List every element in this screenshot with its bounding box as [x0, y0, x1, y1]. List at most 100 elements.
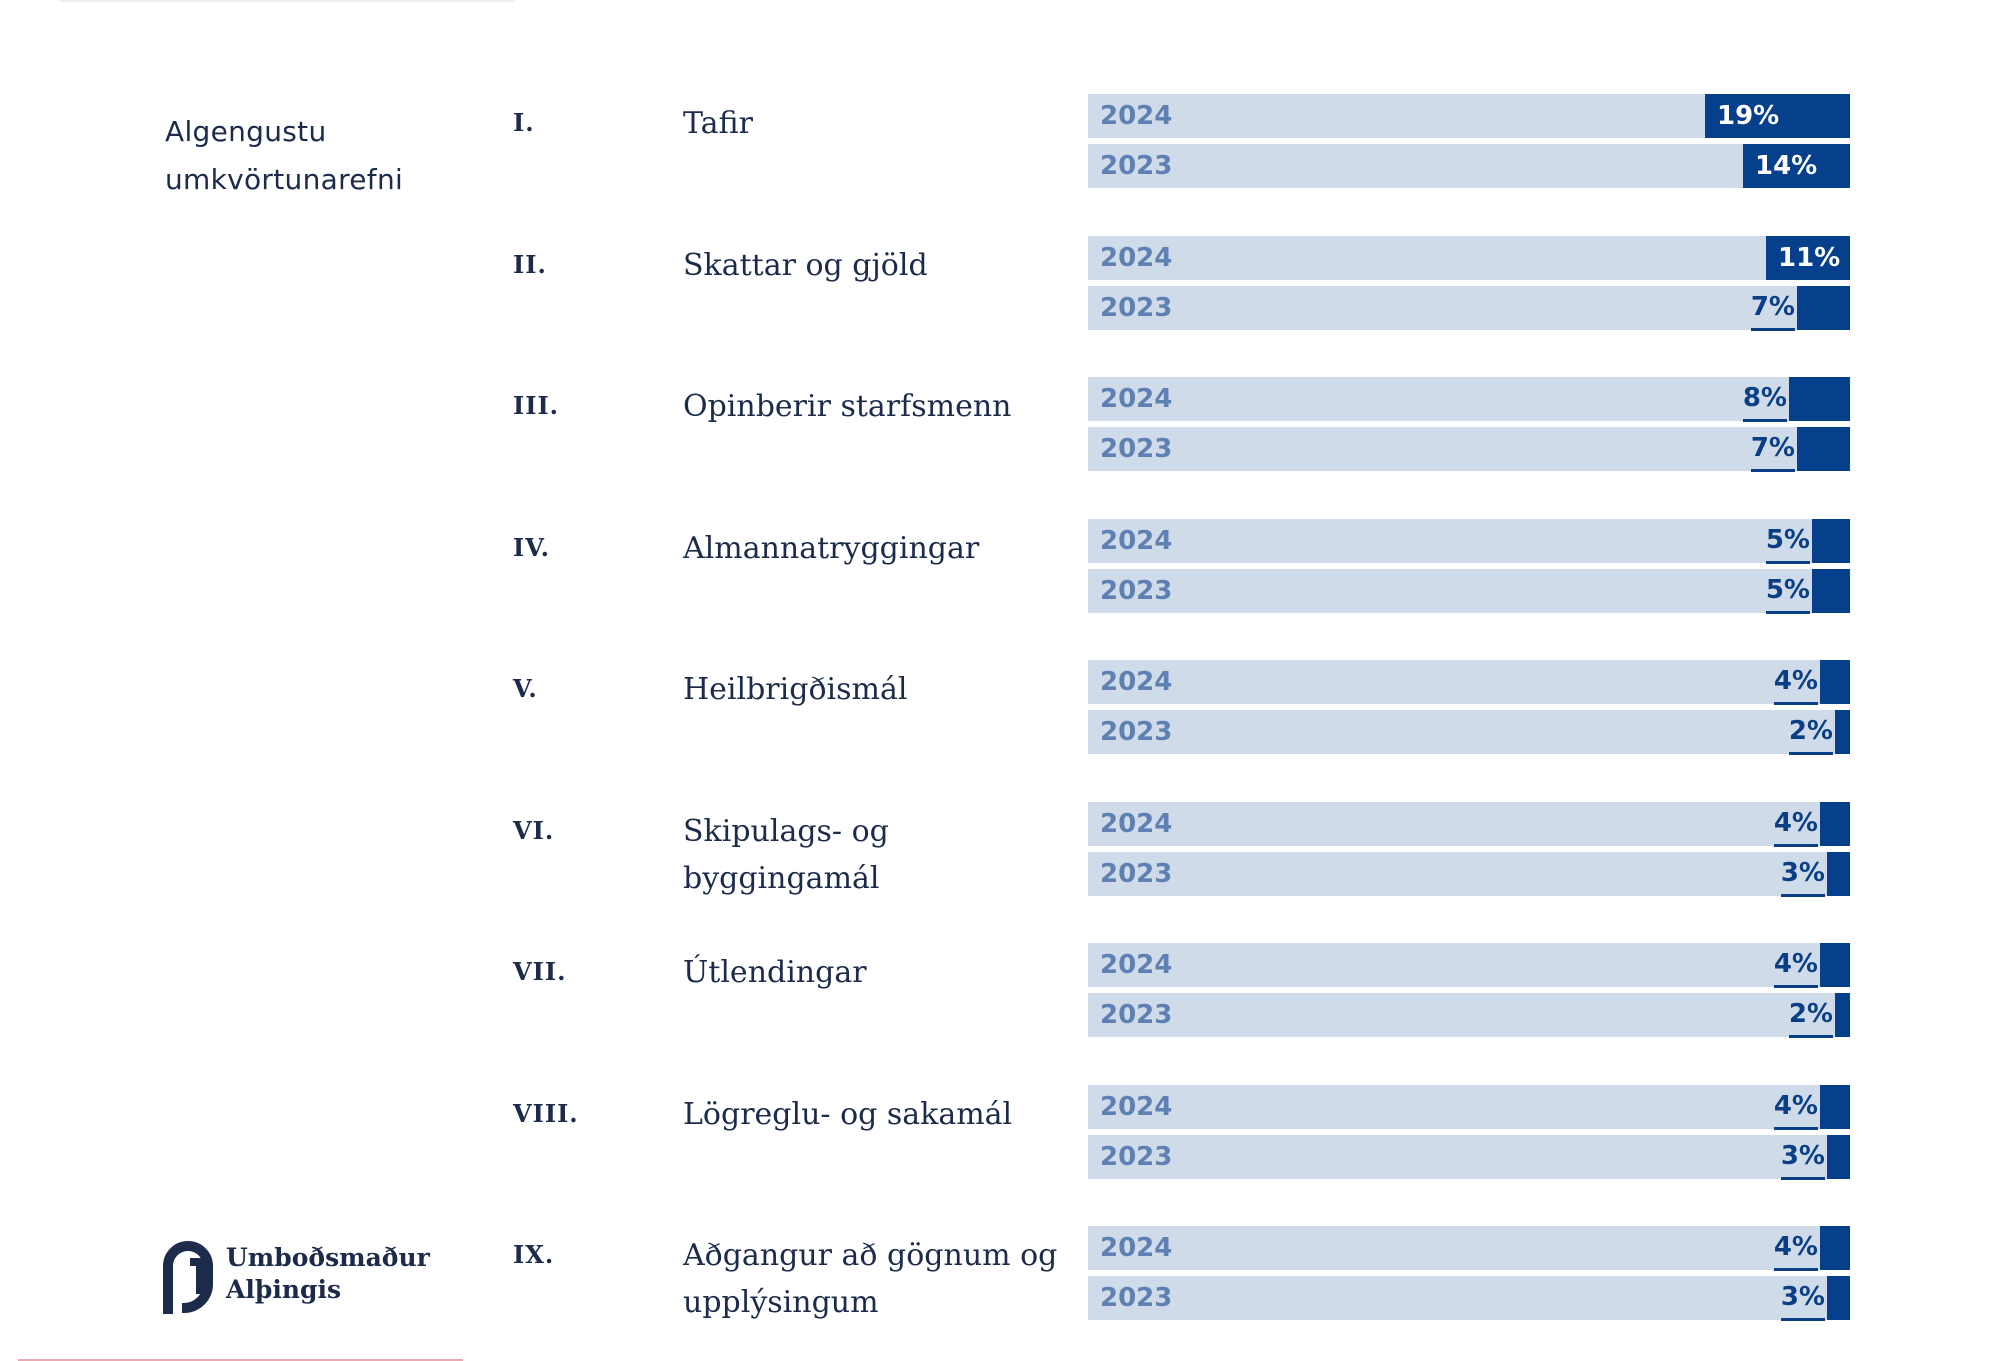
- value-label: 7%: [1750, 286, 1795, 331]
- bar-fill: [1835, 710, 1850, 754]
- bar-track: 2024 4%: [1088, 801, 1850, 847]
- bar-track: 2024 5%: [1088, 518, 1850, 564]
- year-label: 2024: [1100, 384, 1173, 414]
- category-row: IX. Aðgangur að gögnum og upplýsingum 2024…: [0, 1226, 2000, 1322]
- category-numeral: IX.: [513, 1240, 555, 1269]
- bar-fill: [1820, 1226, 1850, 1270]
- year-label: 2024: [1100, 1091, 1173, 1122]
- category-numeral: VI.: [513, 815, 555, 845]
- year-label: 2023: [1100, 717, 1173, 747]
- year-label: 2023: [1100, 292, 1173, 323]
- value-label: 14%: [1755, 151, 1818, 181]
- category-row: V. Heilbrigðismál 2024 4% 2023 2%: [0, 660, 2000, 756]
- bar-fill: [1820, 1084, 1850, 1129]
- value-label: 7%: [1750, 427, 1795, 472]
- bar-fill: [1766, 235, 1850, 280]
- year-label: 2024: [1100, 950, 1173, 980]
- category-row: II. Skattar og gjöld 2024 11% 2023 7%: [0, 235, 2000, 332]
- category-label: Tafir: [683, 106, 753, 141]
- bar-fill: [1705, 94, 1850, 138]
- year-label: 2023: [1100, 575, 1173, 606]
- value-label: 4%: [1773, 1226, 1818, 1271]
- category-numeral: II.: [513, 249, 547, 279]
- category-label: Opinberir starfsmenn: [683, 389, 1012, 424]
- category-row: VI. Skipulags- og byggingamál 2024 4% 2023 3%: [0, 801, 2000, 898]
- logo-text: Umboðsmaður Alþingis: [226, 1242, 430, 1306]
- bar-track: 2024 4%: [1088, 1226, 1850, 1271]
- side-title-line2: umkvörtunarefni: [165, 163, 404, 196]
- value-label: 11%: [1778, 242, 1841, 273]
- top-divider: [60, 0, 515, 2]
- year-label: 2023: [1100, 1283, 1173, 1313]
- bar-track: 2024 11%: [1088, 235, 1850, 280]
- value-label: 3%: [1780, 1276, 1825, 1321]
- category-label: Heilbrigðismál: [683, 672, 908, 707]
- value-label: 4%: [1773, 1085, 1818, 1130]
- bar-track: 2024 8%: [1088, 377, 1850, 422]
- bar-fill: [1835, 993, 1850, 1037]
- bar-fill: [1789, 377, 1850, 421]
- value-label: 5%: [1765, 569, 1810, 614]
- bar-track: 2024 4%: [1088, 660, 1850, 705]
- bar-track: 2023 3%: [1088, 1134, 1850, 1180]
- category-row: VIII. Lögreglu- og sakamál 2024 4% 2023 3%: [0, 1084, 2000, 1181]
- bar-fill: [1797, 427, 1850, 471]
- bar-track: 2023 2%: [1088, 710, 1850, 755]
- value-label: 3%: [1780, 852, 1825, 897]
- year-label: 2024: [1100, 525, 1173, 556]
- logo-line2: Alþingis: [226, 1275, 342, 1304]
- bar-fill: [1812, 518, 1850, 563]
- category-label: Skattar og gjöld: [683, 247, 928, 283]
- category-numeral: VIII.: [513, 1098, 579, 1128]
- year-label: 2023: [1100, 434, 1173, 464]
- bar-fill: [1827, 1276, 1850, 1320]
- bar-track: 2023 3%: [1088, 851, 1850, 897]
- value-label: 3%: [1780, 1135, 1825, 1180]
- value-label: 19%: [1717, 101, 1780, 131]
- category-numeral: I.: [513, 108, 535, 137]
- value-label: 5%: [1765, 519, 1810, 564]
- bar-fill: [1812, 568, 1850, 613]
- bar-fill: [1797, 285, 1850, 330]
- category-row: III. Opinberir starfsmenn 2024 8% 2023 7%: [0, 377, 2000, 473]
- category-row: VII. Útlendingar 2024 4% 2023 2%: [0, 943, 2000, 1039]
- value-label: 2%: [1788, 993, 1833, 1038]
- bar-fill: [1820, 801, 1850, 846]
- category-row: I. Tafir 2024 19% 2023 14%: [0, 94, 2000, 190]
- year-label: 2024: [1100, 242, 1173, 273]
- bar-track: 2024 4%: [1088, 943, 1850, 988]
- category-label: Almannatryggingar: [683, 530, 980, 566]
- category-label: Skipulags- og byggingamál: [683, 813, 889, 896]
- bar-fill: [1820, 660, 1850, 704]
- logo-line1: Umboðsmaður: [226, 1243, 430, 1272]
- side-title: Algengustu umkvörtunarefni: [165, 108, 465, 204]
- category-label: Aðgangur að gögnum og upplýsingum: [683, 1238, 1058, 1320]
- value-label: 8%: [1742, 377, 1787, 422]
- bar-track: 2023 7%: [1088, 427, 1850, 472]
- year-label: 2024: [1100, 808, 1173, 839]
- bar-fill: [1743, 144, 1850, 188]
- year-label: 2023: [1100, 858, 1173, 889]
- logo: Umboðsmaður Alþingis: [160, 1232, 430, 1322]
- bar-track: 2023 7%: [1088, 285, 1850, 331]
- category-numeral: V.: [513, 674, 538, 703]
- value-label: 4%: [1773, 660, 1818, 705]
- year-label: 2023: [1100, 1141, 1173, 1172]
- category-numeral: IV.: [513, 532, 551, 562]
- bar-fill: [1827, 851, 1850, 896]
- bar-track: 2023 5%: [1088, 568, 1850, 614]
- side-title-line1: Algengustu: [165, 115, 327, 148]
- category-numeral: III.: [513, 391, 560, 420]
- bar-fill: [1827, 1134, 1850, 1179]
- year-label: 2024: [1100, 1233, 1173, 1263]
- bar-track: 2024 4%: [1088, 1084, 1850, 1130]
- year-label: 2024: [1100, 667, 1173, 697]
- year-label: 2023: [1100, 1000, 1173, 1030]
- value-label: 2%: [1788, 710, 1833, 755]
- category-label: Útlendingar: [683, 955, 867, 990]
- value-label: 4%: [1773, 943, 1818, 988]
- category-label: Lögreglu- og sakamál: [683, 1096, 1013, 1132]
- bar-track: 2023 3%: [1088, 1276, 1850, 1321]
- bar-track: 2024 19%: [1088, 94, 1850, 138]
- ombudsman-logo-icon: [163, 1241, 213, 1314]
